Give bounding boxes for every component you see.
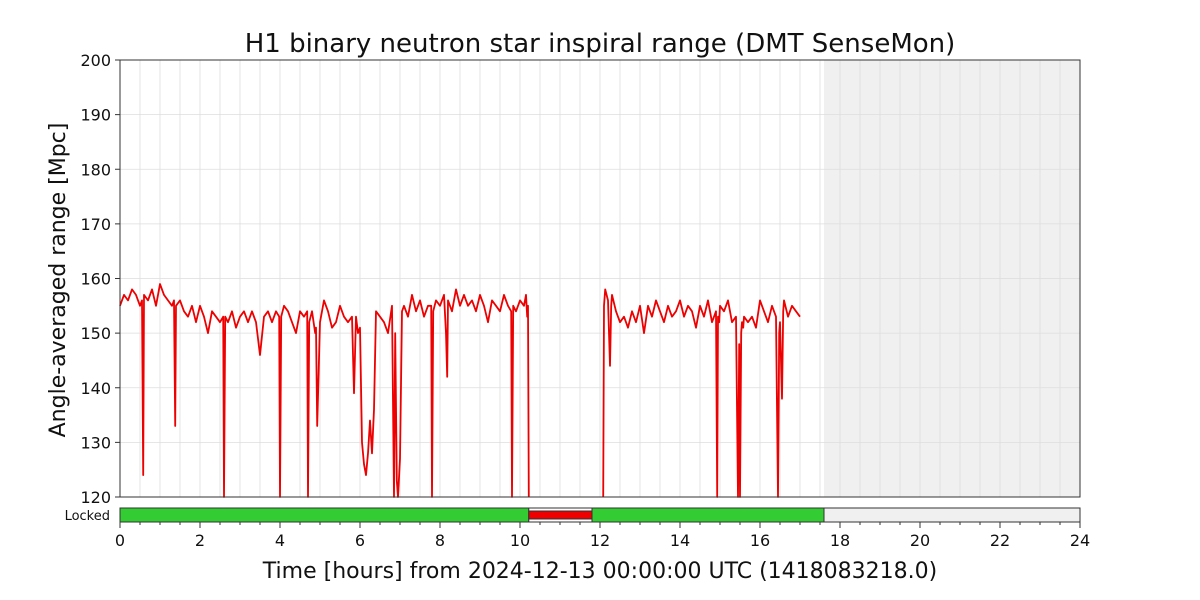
y-tick-label: 200 xyxy=(80,51,111,70)
state-segment-locked xyxy=(591,507,825,523)
x-tick-label: 14 xyxy=(670,531,690,550)
x-tick-label: 8 xyxy=(435,531,445,550)
x-tick-label: 16 xyxy=(750,531,770,550)
y-axis-label: Angle-averaged range [Mpc] xyxy=(46,123,71,438)
chart-title: H1 binary neutron star inspiral range (D… xyxy=(245,29,956,59)
state-segment-future xyxy=(823,507,1081,523)
range-series xyxy=(119,283,801,498)
range-line xyxy=(119,283,530,498)
state-segment-unlocked xyxy=(528,510,593,520)
y-tick-label: 180 xyxy=(80,160,111,179)
state-segment-locked xyxy=(119,507,530,523)
x-tick-label: 24 xyxy=(1070,531,1090,550)
x-tick-label: 4 xyxy=(275,531,285,550)
x-axis-ticks: 0 2 4 6 8 10 12 14 16 18 20 22 24 xyxy=(115,522,1090,550)
y-tick-label: 140 xyxy=(80,379,111,398)
y-tick-label: 120 xyxy=(80,488,111,507)
x-tick-label: 20 xyxy=(910,531,930,550)
range-line xyxy=(602,288,801,498)
x-tick-label: 22 xyxy=(990,531,1010,550)
y-tick-label: 190 xyxy=(80,106,111,125)
x-tick-label: 12 xyxy=(590,531,610,550)
y-tick-label: 160 xyxy=(80,270,111,289)
x-tick-label: 2 xyxy=(195,531,205,550)
plot-frame xyxy=(119,59,1081,498)
x-tick-label: 6 xyxy=(355,531,365,550)
x-tick-label: 10 xyxy=(510,531,530,550)
y-tick-label: 130 xyxy=(80,433,111,452)
x-tick-label: 18 xyxy=(830,531,850,550)
y-tick-label: 150 xyxy=(80,324,111,343)
state-row-label: Locked xyxy=(65,509,110,524)
state-bar xyxy=(119,507,1081,523)
y-axis-ticks: 120 130 140 150 160 170 180 190 200 xyxy=(80,51,120,507)
y-tick-label: 170 xyxy=(80,215,111,234)
x-tick-label: 0 xyxy=(115,531,125,550)
x-axis-label: Time [hours] from 2024-12-13 00:00:00 UT… xyxy=(262,559,937,584)
